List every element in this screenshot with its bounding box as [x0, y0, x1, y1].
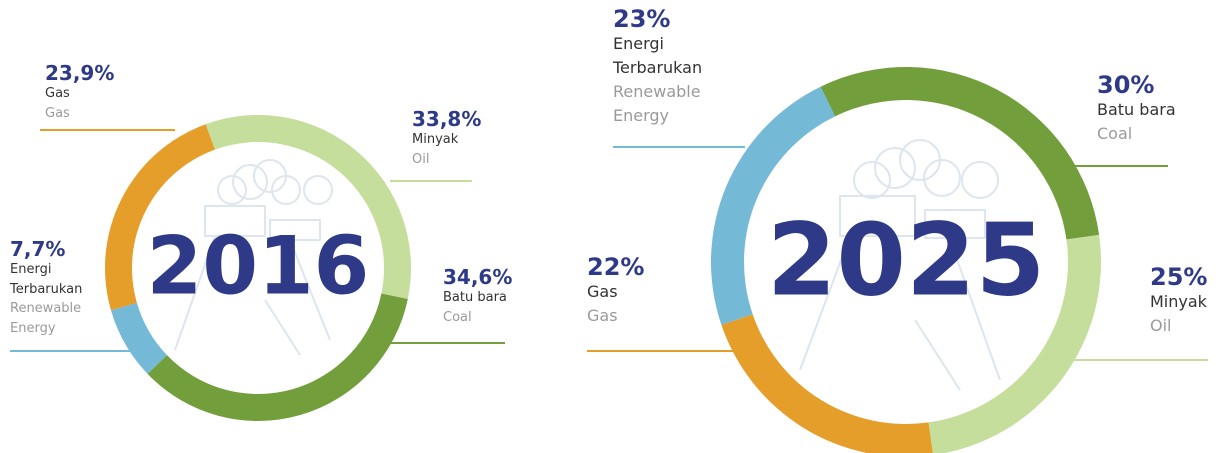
slice-label: 23,9% Gas Gas [45, 62, 115, 123]
category-label-en: Coal [1097, 124, 1133, 144]
chart-title: 2025 [767, 202, 1045, 319]
value-label: 30% [1097, 71, 1155, 99]
pie-slice [147, 293, 408, 422]
category-label: Gas [45, 86, 70, 101]
pie-slice [710, 86, 835, 325]
category-label: Gas [587, 282, 618, 302]
category-label-en: Oil [412, 151, 430, 167]
pie-slice [110, 302, 167, 374]
category-label-en: Coal [443, 309, 472, 325]
slice-label: 23% Energi Terbarukan Renewable Energy [613, 6, 723, 128]
category-label: Minyak [412, 132, 459, 147]
pie-slice [205, 115, 411, 299]
category-label: Minyak [1150, 292, 1207, 312]
slice-label: 34,6% Batu bara Coal [443, 266, 513, 327]
pie-slice [721, 314, 933, 453]
slice-label: 33,8% Minyak Oil [412, 108, 482, 169]
chart-title: 2016 [147, 220, 370, 313]
value-label: 22% [587, 253, 645, 281]
slice-label: 25% Minyak Oil [1150, 264, 1218, 338]
value-label: 7,7% [10, 237, 66, 261]
value-label: 25% [1150, 263, 1208, 291]
category-label-en: Renewable Energy [613, 82, 701, 126]
pie-slice [105, 124, 215, 311]
category-label: Batu bara [1097, 100, 1176, 120]
pie-slice [928, 234, 1101, 453]
factory-icon [799, 139, 1001, 391]
value-label: 23% [613, 5, 671, 33]
category-label-en: Renewable Energy [10, 301, 82, 336]
value-label: 34,6% [443, 265, 513, 289]
category-label-en: Gas [45, 105, 70, 121]
slice-label: 7,7% Energi Terbarukan Renewable Energy [10, 238, 95, 338]
pie-slice [820, 66, 1100, 240]
category-label-en: Gas [587, 306, 618, 326]
category-label: Energi Terbarukan [10, 262, 83, 297]
factory-icon [174, 159, 333, 356]
category-label: Batu bara [443, 290, 507, 305]
slice-label: 30% Batu bara Coal [1097, 72, 1187, 146]
category-label-en: Oil [1150, 316, 1172, 336]
value-label: 23,9% [45, 61, 115, 85]
slice-label: 22% Gas Gas [587, 254, 677, 328]
category-label: Energi Terbarukan [613, 34, 703, 78]
value-label: 33,8% [412, 107, 482, 131]
